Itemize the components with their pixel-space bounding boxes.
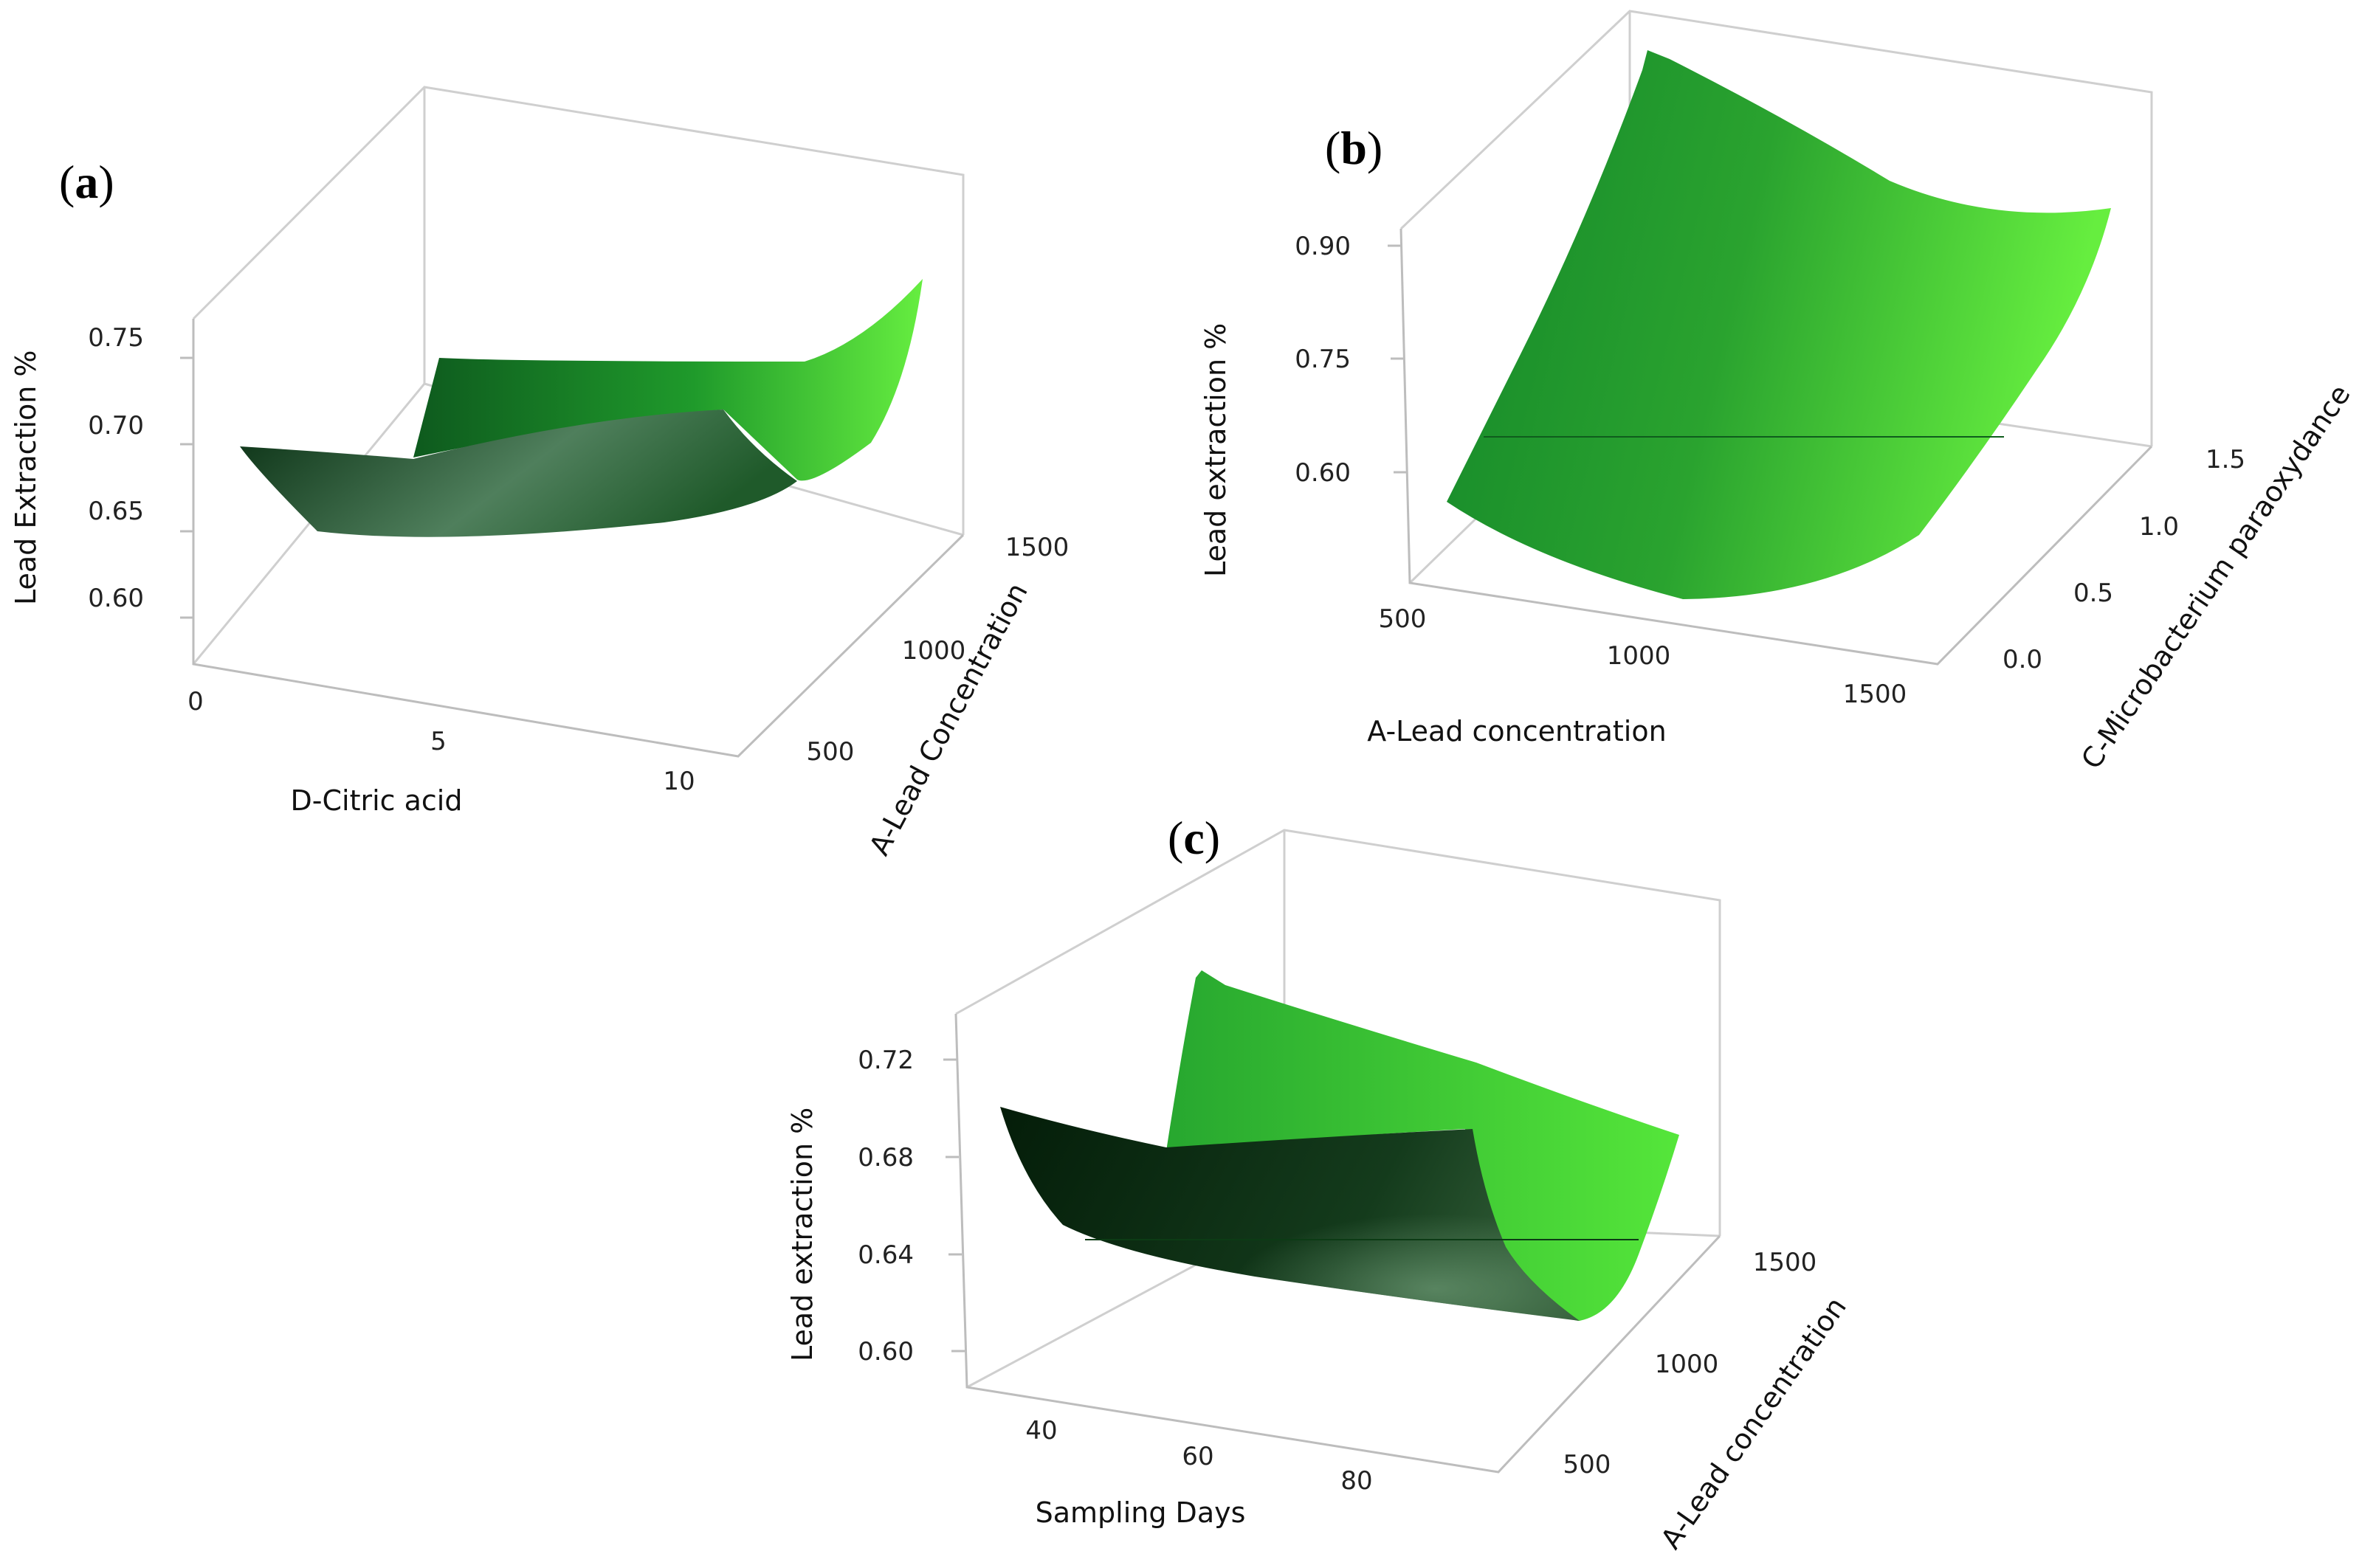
panel-b-y-tick: 0.0: [2003, 645, 2042, 674]
panel-c-x-tick: 60: [1182, 1442, 1213, 1471]
panel-b-y-ticks: 0.0 0.5 1.0 1.5: [2003, 445, 2245, 674]
panel-c-box-front: [954, 1013, 1721, 1474]
panel-b-x-ticks: 500 1000 1500: [1379, 604, 1907, 709]
panel-b-y-tick: 1.5: [2205, 445, 2245, 474]
panel-a-z-tick: 0.60: [88, 584, 144, 613]
panel-b-x-tick: 1000: [1607, 641, 1671, 671]
panel-a-surface-back: [413, 279, 923, 481]
panel-c-y-tick: 1000: [1655, 1350, 1719, 1379]
panel-a-z-tick: 0.70: [88, 411, 144, 441]
panel-a-z-tick: 0.75: [88, 323, 144, 353]
panel-b-z-tick: 0.60: [1295, 458, 1351, 488]
panel-c-z-tick: 0.64: [858, 1240, 914, 1270]
panel-c-z-tick: 0.72: [858, 1046, 914, 1075]
panel-c-x-axis-label: Sampling Days: [1036, 1496, 1246, 1529]
panel-a-z-axis-label: Lead Extraction %: [10, 350, 42, 605]
panel-b-y-tick: 0.5: [2073, 578, 2113, 608]
panel-b-y-axis-label: C-Microbacterium paraoxydance: [2075, 379, 2357, 775]
panel-b-z-axis-label: Lead extraction %: [1199, 323, 1232, 577]
panel-b: 0.90 0.75 0.60 500 1000 1500 0.0 0.5 1.0…: [1199, 10, 2357, 775]
panel-a-y-axis-label: A-Lead Concentration: [863, 578, 1034, 861]
panel-c-y-tick: 1500: [1753, 1248, 1817, 1277]
panel-b-z-ticks: 0.90 0.75 0.60: [1295, 232, 1407, 488]
panel-a-y-ticks: 500 1000 1500: [807, 533, 1070, 767]
panel-c-y-axis-label: A-Lead concentration: [1654, 1291, 1853, 1555]
panel-c-x-ticks: 40 60 80: [1025, 1416, 1372, 1496]
panel-b-x-tick: 500: [1379, 604, 1427, 634]
panel-b-x-tick: 1500: [1843, 680, 1907, 709]
panel-c-y-ticks: 500 1000 1500: [1563, 1248, 1817, 1479]
panel-a-x-ticks: 0 5 10: [187, 687, 695, 796]
panel-a-z-ticks: 0.75 0.70 0.65 0.60: [88, 323, 193, 619]
panel-c-y-tick: 500: [1563, 1450, 1611, 1479]
panel-b-y-tick: 1.0: [2139, 512, 2179, 542]
panel-c-label: (c): [1168, 812, 1220, 864]
panel-b-x-axis-label: A-Lead concentration: [1367, 715, 1666, 747]
panel-a-y-tick: 500: [807, 737, 855, 767]
panel-a: 0.75 0.70 0.65 0.60 0 5 10 500 1000 1500…: [10, 86, 1070, 861]
panel-b-z-tick: 0.90: [1295, 232, 1351, 261]
panel-c-x-tick: 80: [1340, 1466, 1372, 1496]
panel-a-surface-front: [240, 410, 797, 537]
panel-c-surface-back: [1166, 970, 1679, 1321]
panel-c: 0.72 0.68 0.64 0.60 40 60 80 500 1000 15…: [786, 812, 1853, 1555]
panel-a-box-front: [192, 319, 965, 758]
panel-a-label: (a): [59, 156, 114, 208]
panel-a-box-back: [192, 86, 965, 665]
panel-a-z-tick: 0.65: [88, 497, 144, 526]
panel-c-x-tick: 40: [1025, 1416, 1057, 1446]
panel-c-surface-sheen: [1000, 1107, 1580, 1321]
panel-c-z-ticks: 0.72 0.68 0.64 0.60: [858, 1046, 965, 1367]
panel-a-x-tick: 10: [663, 767, 695, 796]
panel-a-x-tick: 5: [430, 727, 447, 756]
panel-a-x-tick: 0: [187, 687, 204, 716]
panel-c-z-axis-label: Lead extraction %: [786, 1108, 819, 1361]
panel-b-label: (b): [1325, 122, 1382, 174]
panel-a-y-tick: 1500: [1005, 533, 1070, 562]
panel-b-z-tick: 0.75: [1295, 345, 1351, 374]
panel-b-surface: [1447, 50, 2111, 599]
panel-a-x-axis-label: D-Citric acid: [291, 784, 463, 817]
panel-c-z-tick: 0.60: [858, 1337, 914, 1367]
panel-b-box-front: [1399, 228, 2153, 666]
panel-c-z-tick: 0.68: [858, 1143, 914, 1172]
panel-a-y-tick: 1000: [902, 636, 966, 666]
